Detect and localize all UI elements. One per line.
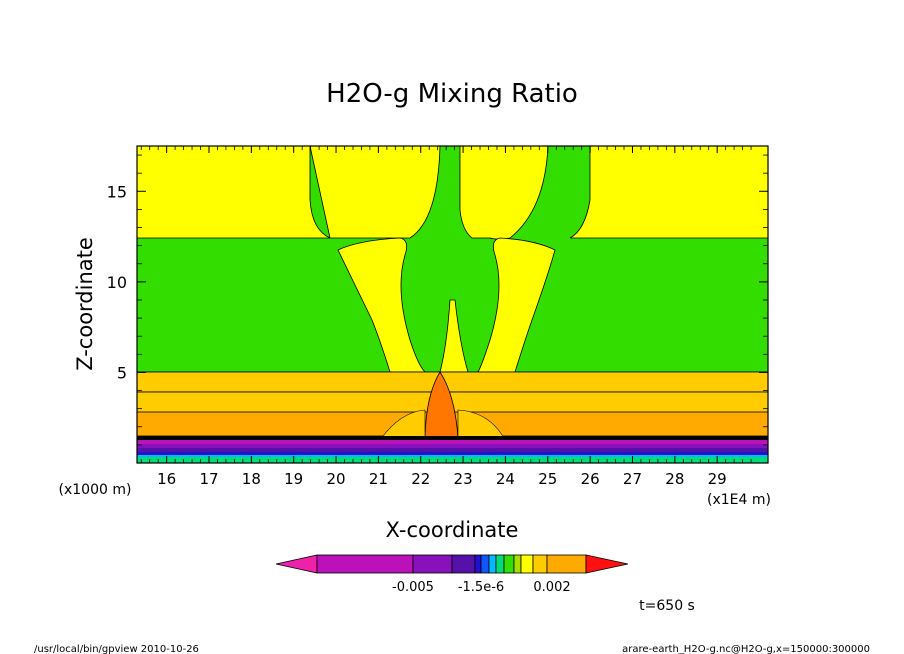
fill-cyan <box>137 455 768 457</box>
x-tick-label: 18 <box>242 470 261 488</box>
fill-orange-1 <box>137 371 768 393</box>
cb-label-2: 0.002 <box>533 580 570 595</box>
colorbar-arrow-left <box>275 554 318 574</box>
colorbar-segment <box>316 554 414 574</box>
chart-title: H2O-g Mixing Ratio <box>326 79 578 109</box>
fill-right-plume <box>477 237 556 373</box>
y-tick-label: 15 <box>107 182 127 201</box>
colorbar-segment <box>513 554 522 574</box>
x-unit-right: (x1E4 m) <box>707 492 771 508</box>
cb-label-1: -1.5e-6 <box>458 580 504 595</box>
x-tick-label: 21 <box>369 470 388 488</box>
fill-magenta <box>137 440 768 444</box>
x-tick-label: 28 <box>665 470 684 488</box>
x-tick-label: 24 <box>496 470 515 488</box>
colorbar-segment <box>495 554 505 574</box>
colorbar-segment <box>503 554 515 574</box>
x-tick-label: 29 <box>708 470 727 488</box>
colorbar-segment <box>451 554 476 574</box>
colorbar-arrow-right <box>585 554 629 574</box>
fill-blue <box>137 452 768 455</box>
time-label: t=650 s <box>639 598 695 614</box>
y-axis-label: Z-coordinate <box>73 237 97 371</box>
x-tick-labels: 16 17 18 19 20 21 22 23 24 25 26 27 28 29 <box>157 470 727 488</box>
footer-right: arare-earth_H2O-g.nc@H2O-g,x=150000:3000… <box>622 644 870 654</box>
fill-black-line <box>137 436 768 440</box>
y-tick-labels: 5 10 15 <box>107 182 127 382</box>
x-axis-label: X-coordinate <box>386 518 519 542</box>
x-axis-ticks <box>140 146 769 463</box>
x-tick-label: 23 <box>454 470 473 488</box>
fill-center-bump <box>424 371 459 439</box>
y-tick-label: 5 <box>117 363 127 382</box>
x-tick-label: 26 <box>581 470 600 488</box>
colorbar-segment <box>412 554 453 574</box>
cb-label-0: -0.005 <box>392 580 434 595</box>
x-tick-label: 16 <box>157 470 176 488</box>
fill-left-plume <box>337 237 426 373</box>
x-tick-label: 22 <box>411 470 430 488</box>
colorbar-segment <box>480 554 490 574</box>
plot-frame <box>136 145 769 464</box>
contour-field <box>137 146 768 463</box>
colorbar-segment <box>488 554 497 574</box>
fill-indigo <box>137 448 768 452</box>
colorbar-segment <box>546 554 587 574</box>
fill-purple <box>137 444 768 448</box>
x-tick-label: 17 <box>199 470 218 488</box>
footer-left: /usr/local/bin/gpview 2010-10-26 <box>34 644 199 654</box>
fill-left-lobe <box>379 409 426 441</box>
y-tick-label: 10 <box>107 273 127 292</box>
colorbar-segment <box>532 554 548 574</box>
x-tick-label: 25 <box>538 470 557 488</box>
colorbar <box>275 554 629 574</box>
x-unit-left: (x1000 m) <box>59 482 132 498</box>
colorbar-tick-labels: -0.005 -1.5e-6 0.002 <box>392 580 571 595</box>
colorbar-segment <box>474 554 482 574</box>
x-tick-label: 20 <box>326 470 345 488</box>
y-axis-ticks <box>137 154 768 446</box>
x-tick-label: 27 <box>623 470 642 488</box>
fill-teal <box>137 457 768 463</box>
colorbar-segment <box>520 554 534 574</box>
x-tick-label: 19 <box>284 470 303 488</box>
